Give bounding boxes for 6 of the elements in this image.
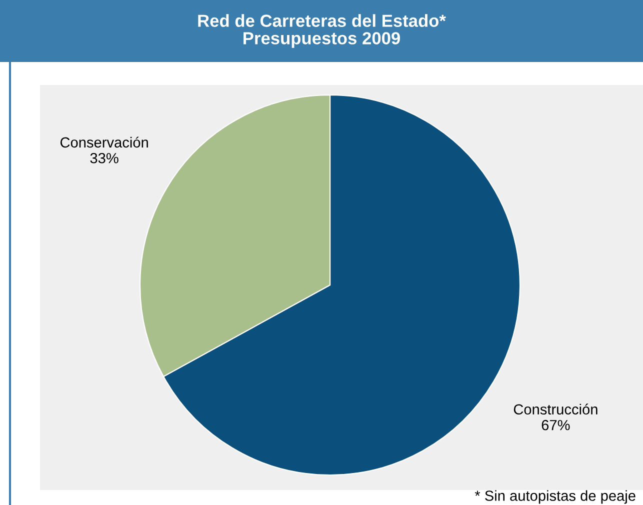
slice-label: Conservación (60, 136, 148, 148)
chart-title: Red de Carreteras del Estado* Presupuestos 2009 (198, 14, 446, 48)
data-label: 67% (542, 420, 570, 430)
slice-label: Construcción (514, 404, 598, 415)
data-label: 33% (90, 152, 118, 164)
text: * Sin autopistas de peaje (474, 490, 636, 504)
